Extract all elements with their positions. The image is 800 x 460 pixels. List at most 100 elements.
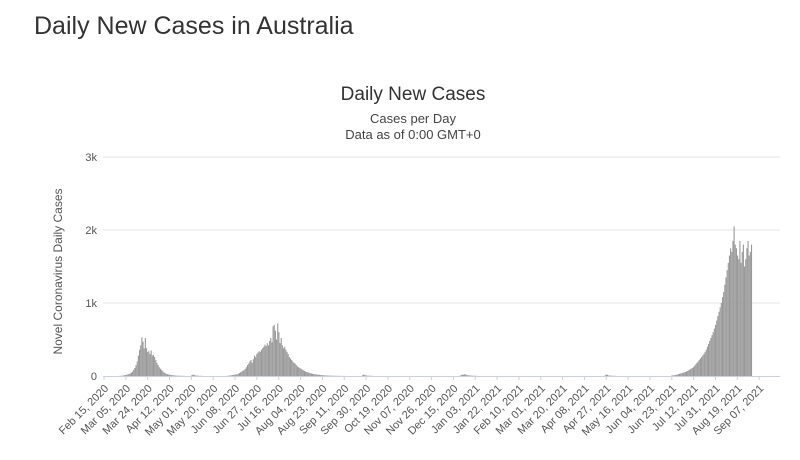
- bar: [365, 375, 367, 376]
- bar: [306, 371, 308, 376]
- bar: [144, 338, 146, 376]
- bar: [673, 375, 675, 376]
- bar: [466, 375, 468, 376]
- bar: [135, 365, 137, 376]
- bar: [716, 320, 718, 376]
- bar: [238, 373, 240, 376]
- bar: [714, 324, 717, 376]
- bar: [161, 370, 163, 376]
- bar: [295, 365, 297, 376]
- bar: [739, 240, 741, 376]
- bar: [240, 372, 242, 376]
- bar: [328, 375, 330, 377]
- bar: [169, 374, 171, 376]
- bar: [149, 354, 151, 376]
- bar: [134, 367, 136, 376]
- bar: [127, 374, 129, 376]
- bar: [309, 373, 311, 376]
- bar: [316, 374, 318, 376]
- bar: [749, 251, 751, 376]
- bar: [231, 375, 233, 376]
- bar: [303, 370, 305, 376]
- gridlines: [103, 156, 780, 304]
- bar: [605, 374, 607, 376]
- bar: [706, 346, 708, 376]
- bar: [687, 370, 689, 376]
- bar: [122, 375, 124, 376]
- bar: [721, 297, 724, 376]
- bar: [137, 355, 139, 376]
- bar: [154, 357, 156, 376]
- bar: [267, 345, 269, 376]
- bar: [712, 332, 714, 376]
- bar: [150, 350, 152, 376]
- bar: [242, 370, 244, 376]
- bar: [674, 375, 676, 376]
- bar: [461, 374, 463, 376]
- bar: [683, 372, 685, 376]
- bar: [318, 374, 321, 376]
- bar: [241, 371, 243, 376]
- bar: [696, 362, 698, 376]
- bar: [745, 259, 747, 376]
- bar: [276, 339, 278, 376]
- bar: [742, 244, 744, 376]
- bar: [701, 357, 703, 376]
- bar: [708, 343, 710, 376]
- bar: [193, 374, 195, 376]
- bar: [670, 375, 672, 377]
- bar: [277, 323, 279, 376]
- bar: [195, 375, 197, 377]
- bar: [233, 374, 235, 376]
- bar: [718, 311, 720, 376]
- bar: [748, 255, 750, 376]
- bar: [130, 372, 132, 376]
- bar: [364, 374, 366, 376]
- bar: [272, 326, 274, 376]
- bar: [726, 270, 728, 376]
- bar: [325, 375, 328, 376]
- bar: [320, 374, 322, 376]
- bar: [713, 328, 715, 376]
- chart-subtitle-line-2: Data as of 0:00 GMT+0: [345, 127, 481, 142]
- bar: [292, 361, 294, 376]
- bar: [472, 375, 474, 377]
- bar: [140, 345, 142, 376]
- bar: [720, 303, 722, 376]
- bar: [697, 361, 699, 376]
- bar: [230, 375, 232, 376]
- bar: [604, 375, 606, 376]
- bar: [163, 372, 165, 376]
- bar: [471, 375, 473, 377]
- bar: [724, 284, 726, 376]
- bar: [725, 277, 727, 376]
- bar: [608, 375, 610, 376]
- bar: [312, 373, 314, 376]
- bar: [191, 375, 193, 376]
- bar: [249, 361, 251, 376]
- bar: [156, 362, 158, 376]
- bar: [147, 351, 149, 376]
- bar: [732, 240, 734, 376]
- bar: [139, 349, 141, 376]
- bar: [282, 348, 285, 376]
- bar: [705, 349, 707, 376]
- bar: [243, 370, 245, 376]
- chart-subtitle-line-1: Cases per Day: [370, 111, 456, 126]
- bar: [250, 359, 252, 376]
- bar: [271, 342, 273, 376]
- bar: [703, 354, 705, 376]
- y-tick-label: 2k: [85, 225, 97, 237]
- bar: [606, 374, 609, 376]
- bar: [329, 375, 331, 377]
- bar: [152, 354, 155, 376]
- bar: [298, 367, 300, 376]
- bar: [711, 335, 713, 376]
- bar: [367, 375, 369, 377]
- bar: [704, 351, 706, 376]
- bar: [727, 262, 729, 376]
- bar: [744, 266, 746, 376]
- bar: [710, 338, 712, 376]
- bar: [610, 375, 612, 377]
- bar: [310, 373, 312, 376]
